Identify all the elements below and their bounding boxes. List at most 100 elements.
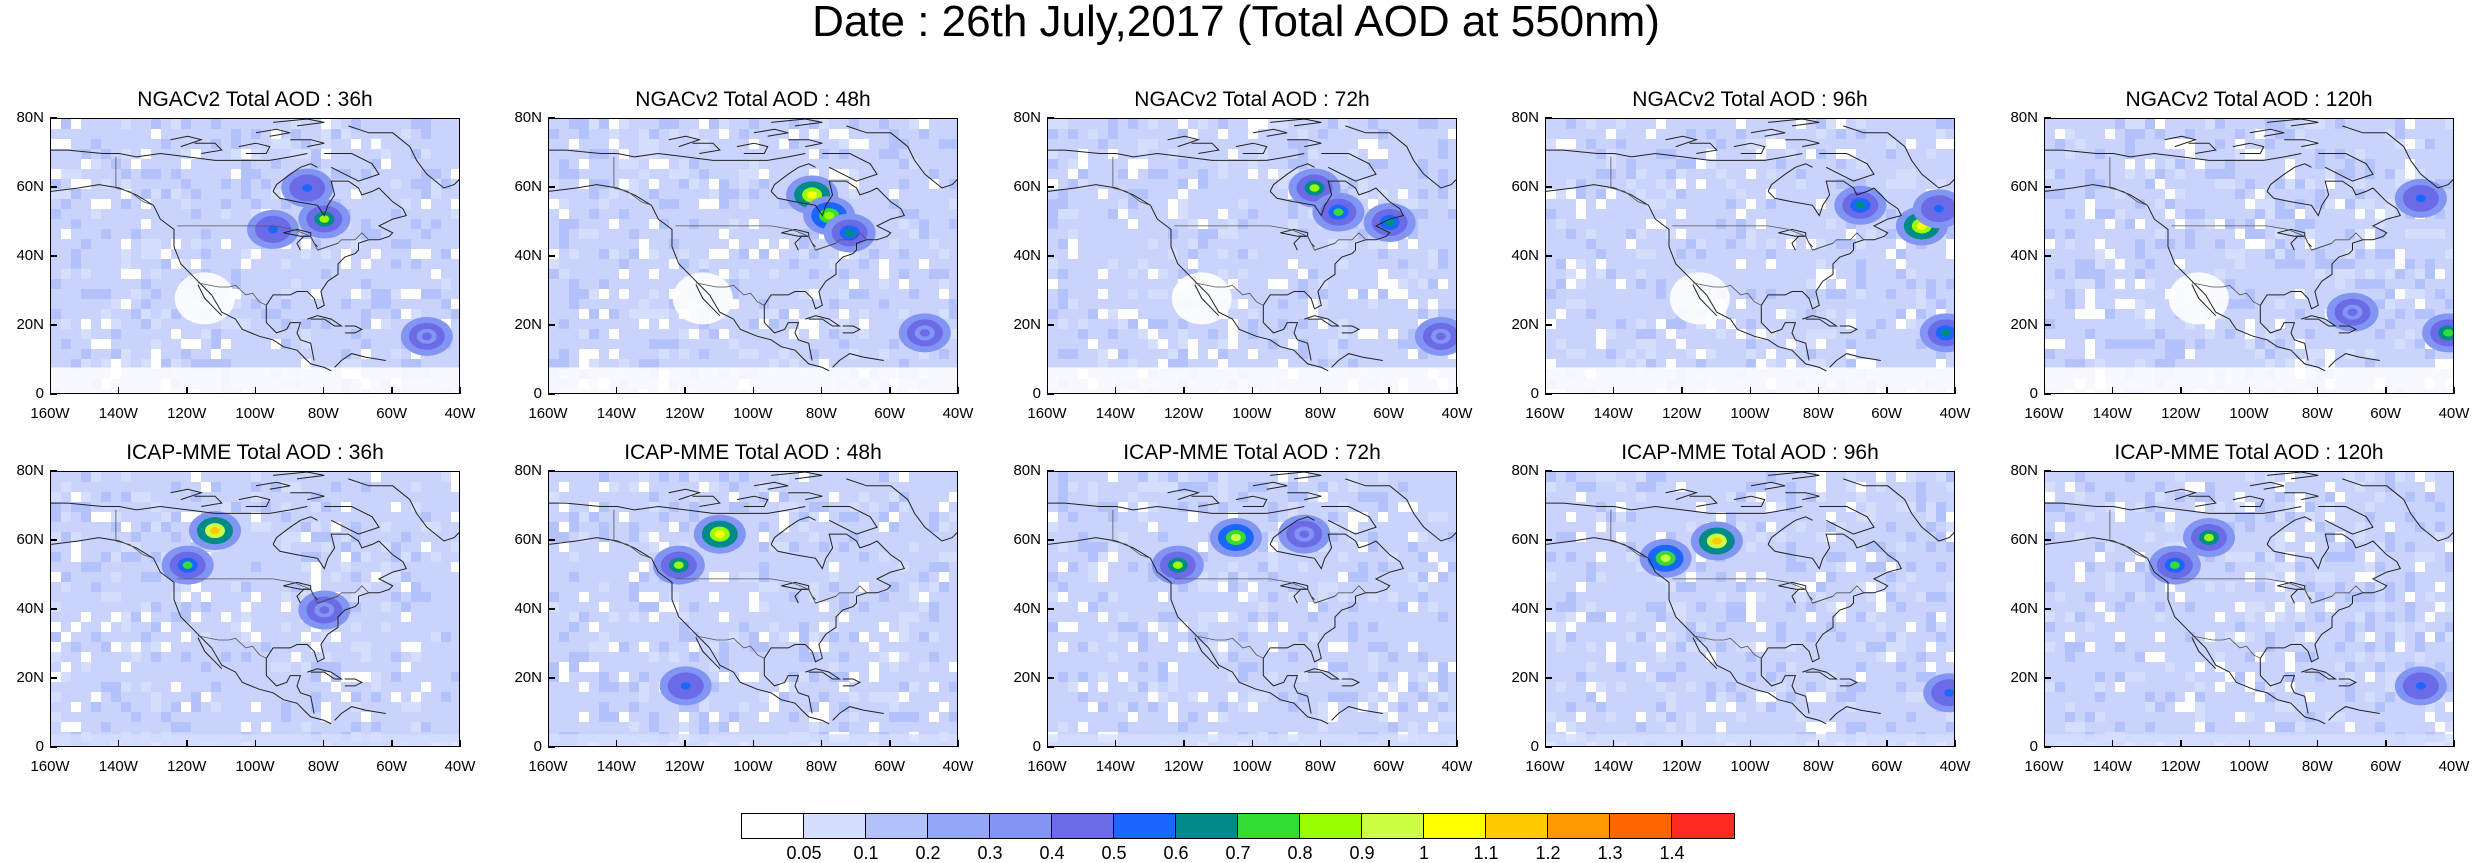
map-panel: NGACv2 Total AOD : 36h 0 20N 40N 60N 80N 160W 1…	[0, 88, 500, 478]
x-tick-label: 120W	[665, 405, 705, 422]
x-tick-label: 80W	[805, 405, 837, 422]
x-tick-label: 60W	[376, 758, 408, 775]
x-tick-label: 140W	[98, 758, 138, 775]
colorbar-swatch	[1548, 814, 1610, 838]
x-tick	[2316, 387, 2319, 394]
colorbar-swatch	[1424, 814, 1486, 838]
y-tick-label: 20N	[514, 316, 542, 333]
x-tick	[1817, 387, 1820, 394]
x-tick-label: 140W	[1593, 758, 1633, 775]
x-tick	[2180, 387, 2182, 394]
y-tick-label: 60N	[1511, 531, 1539, 548]
y-tick-label: 20N	[1511, 316, 1539, 333]
x-tick	[1388, 740, 1390, 747]
y-tick-label: 0	[1530, 385, 1539, 402]
x-tick	[615, 740, 618, 747]
x-tick-label: 60W	[1373, 758, 1405, 775]
y-tick	[548, 539, 555, 541]
x-tick-label: 40W	[444, 758, 476, 775]
x-tick-label: 160W	[30, 758, 70, 775]
x-tick-label: 120W	[665, 758, 705, 775]
x-tick	[1456, 387, 1458, 394]
map-panel: ICAP-MME Total AOD : 48h 0 20N 40N 60N 80N 160…	[498, 441, 998, 831]
x-tick	[752, 740, 754, 747]
y-tick	[1047, 470, 1054, 472]
x-tick	[391, 387, 393, 394]
x-tick	[820, 740, 823, 747]
x-tick-label: 40W	[2438, 405, 2470, 422]
x-tick	[186, 387, 188, 394]
y-tick	[1047, 393, 1054, 395]
y-tick-label: 60N	[16, 178, 44, 195]
x-tick-label: 140W	[2092, 758, 2132, 775]
x-tick	[1817, 740, 1820, 747]
colorbar-label: 0.05	[786, 843, 822, 863]
y-tick-label: 20N	[514, 669, 542, 686]
x-tick	[2043, 740, 2045, 747]
colorbar-label: 0.3	[977, 843, 1003, 863]
colorbar-label: 0.2	[915, 843, 941, 863]
x-tick	[2316, 740, 2319, 747]
y-tick	[2044, 186, 2051, 188]
colorbar-swatch	[990, 814, 1052, 838]
map-frame	[50, 118, 460, 394]
x-tick-label: 100W	[733, 758, 773, 775]
y-tick-label: 80N	[1013, 462, 1041, 479]
y-tick	[548, 608, 555, 610]
y-tick	[1545, 186, 1552, 188]
x-tick-label: 80W	[1304, 758, 1336, 775]
x-tick	[49, 740, 51, 747]
map-frame	[1047, 118, 1457, 394]
map-panel: ICAP-MME Total AOD : 120h 0 20N 40N 60N 80N 16…	[1994, 441, 2472, 831]
colorbar-swatch	[1362, 814, 1424, 838]
x-tick	[391, 740, 393, 747]
y-tick-label: 60N	[16, 531, 44, 548]
x-tick-label: 100W	[1232, 405, 1272, 422]
x-tick-label: 40W	[1441, 405, 1473, 422]
colorbar-label: 0.8	[1287, 843, 1313, 863]
x-tick	[957, 387, 959, 394]
x-tick-label: 120W	[1662, 405, 1702, 422]
y-tick-label: 40N	[514, 247, 542, 264]
y-tick	[50, 393, 57, 395]
y-tick	[50, 324, 57, 326]
panel-title: ICAP-MME Total AOD : 72h	[1123, 441, 1381, 464]
x-tick	[547, 387, 549, 394]
x-tick-label: 160W	[1525, 758, 1565, 775]
x-tick-label: 120W	[1164, 405, 1204, 422]
map-frame	[548, 471, 958, 747]
x-tick-label: 100W	[2229, 405, 2269, 422]
x-tick-label: 40W	[1441, 758, 1473, 775]
colorbar-label: 0.6	[1163, 843, 1189, 863]
y-tick-label: 80N	[2010, 109, 2038, 126]
x-tick-label: 60W	[874, 405, 906, 422]
y-tick	[1047, 746, 1054, 748]
aod-map	[1546, 119, 1954, 393]
map-panel: ICAP-MME Total AOD : 72h 0 20N 40N 60N 80N 160…	[997, 441, 1497, 831]
x-tick	[1388, 387, 1390, 394]
x-tick-label: 140W	[2092, 405, 2132, 422]
y-tick-label: 0	[2029, 385, 2038, 402]
x-tick-label: 100W	[1730, 405, 1770, 422]
x-tick	[889, 740, 891, 747]
x-tick	[820, 387, 823, 394]
x-tick-label: 40W	[1939, 405, 1971, 422]
y-tick	[1545, 255, 1552, 257]
x-tick-label: 160W	[1027, 405, 1067, 422]
y-tick	[2044, 117, 2051, 119]
y-tick-label: 80N	[514, 109, 542, 126]
colorbar-label: 1	[1418, 843, 1429, 863]
y-tick	[548, 677, 555, 679]
y-tick-label: 0	[533, 385, 542, 402]
map-frame	[2044, 118, 2454, 394]
x-tick-label: 40W	[2438, 758, 2470, 775]
x-tick-label: 60W	[1871, 758, 1903, 775]
y-tick-label: 60N	[514, 178, 542, 195]
x-tick-label: 100W	[2229, 758, 2269, 775]
x-tick-label: 120W	[2161, 758, 2201, 775]
y-tick	[1545, 746, 1552, 748]
y-tick	[1047, 186, 1054, 188]
x-tick-label: 60W	[376, 405, 408, 422]
panel-title: NGACv2 Total AOD : 72h	[1134, 88, 1370, 111]
x-tick	[2111, 740, 2114, 747]
